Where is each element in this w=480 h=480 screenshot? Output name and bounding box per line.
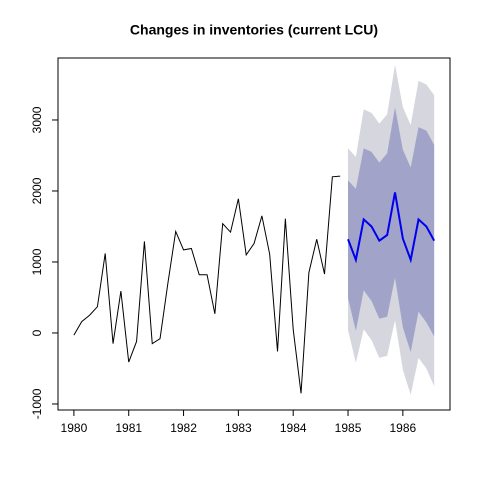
plot-frame <box>57 57 451 411</box>
band-80 <box>348 107 435 353</box>
y-tick-label: 2000 <box>30 177 44 204</box>
x-tick-label: 1983 <box>225 421 252 435</box>
x-tick-label: 1980 <box>61 421 88 435</box>
observed-line <box>73 175 341 394</box>
y-tick-label: 1000 <box>30 248 44 275</box>
y-tick-label: -1000 <box>30 388 44 419</box>
x-tick-label: 1981 <box>115 421 142 435</box>
y-tick-label: 3000 <box>30 106 44 133</box>
y-tick-label: 0 <box>30 329 44 336</box>
x-tick-label: 1984 <box>280 421 307 435</box>
chart-title: Changes in inventories (current LCU) <box>130 22 378 38</box>
x-tick-label: 1985 <box>335 421 362 435</box>
x-tick-label: 1986 <box>389 421 416 435</box>
forecast-line <box>347 192 436 264</box>
x-tick-label: 1982 <box>170 421 197 435</box>
